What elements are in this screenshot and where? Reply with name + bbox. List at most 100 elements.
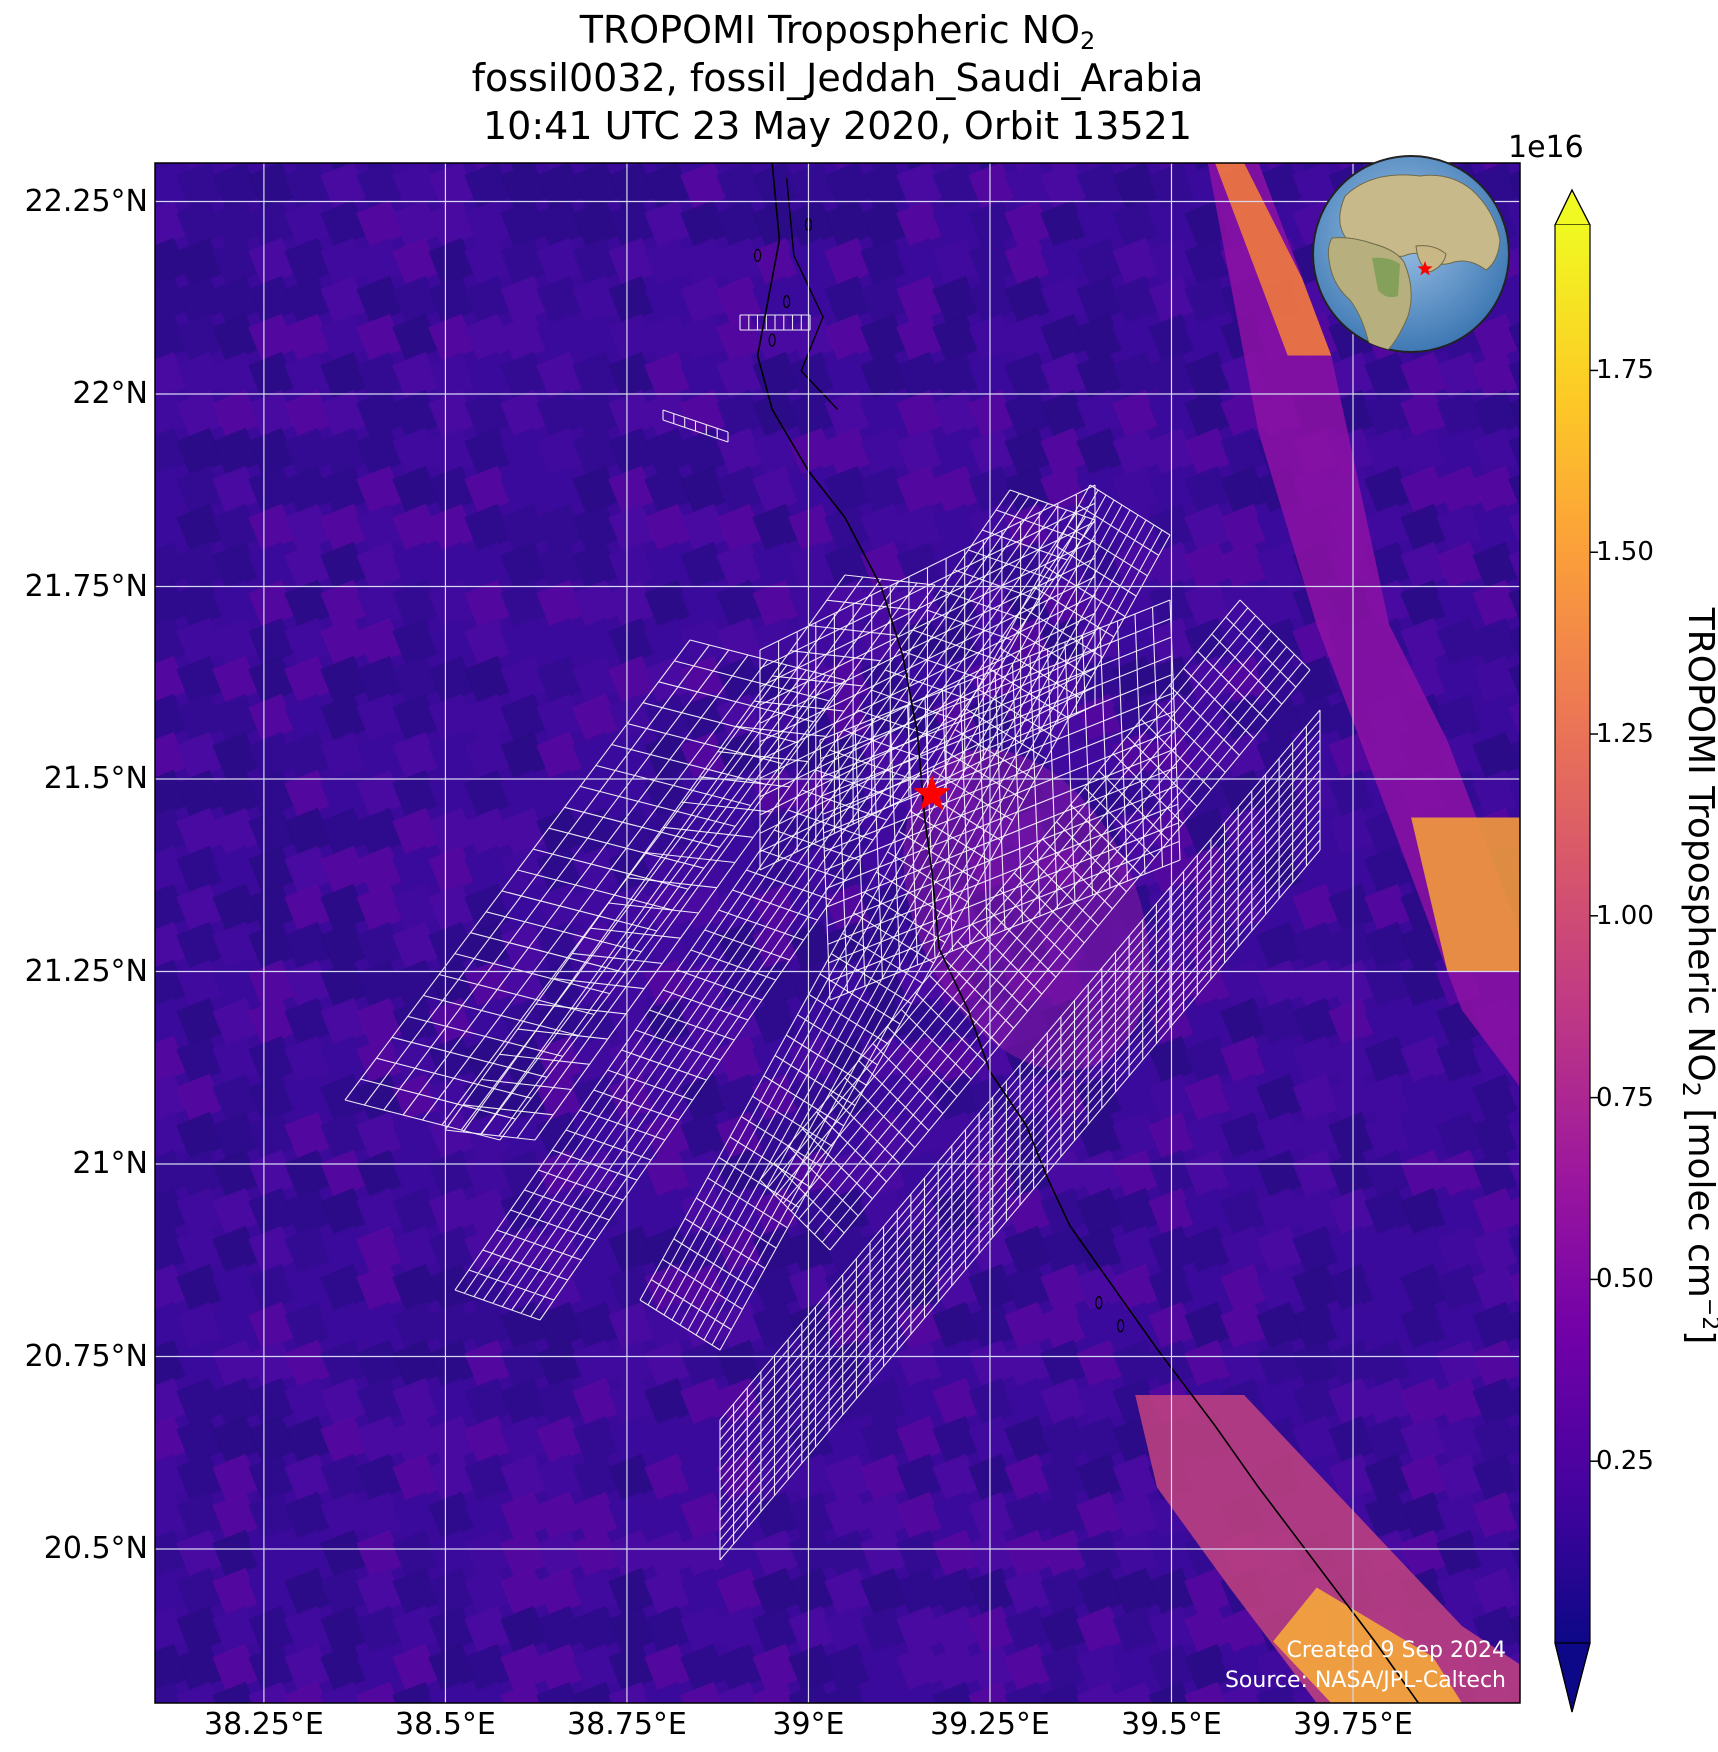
no2-pixel (104, 86, 152, 135)
no2-pixel (500, 1035, 548, 1085)
no2-pixel (248, 1491, 296, 1541)
no2-pixel (1436, 1187, 1484, 1237)
no2-pixel (1328, 807, 1376, 857)
no2-pixel (644, 1187, 692, 1237)
no2-pixel (1292, 86, 1340, 135)
no2-pixel (320, 503, 368, 553)
no2-pixel (1256, 921, 1304, 971)
no2-pixel (896, 1605, 944, 1655)
no2-pixel (536, 1301, 584, 1351)
no2-pixel (155, 541, 188, 591)
no2-pixel (464, 1529, 512, 1579)
no2-pixel (1076, 465, 1124, 515)
x-tick-label: 39.25°E (930, 1707, 1050, 1742)
no2-pixel (1040, 427, 1088, 477)
no2-pixel (320, 1149, 368, 1199)
no2-pixel (608, 807, 656, 857)
no2-pixel (1436, 1377, 1484, 1427)
no2-pixel (860, 427, 908, 477)
no2-pixel (680, 1491, 728, 1541)
no2-pixel (1076, 1567, 1124, 1617)
no2-pixel (860, 1453, 908, 1503)
no2-pixel (716, 163, 764, 211)
x-tick-label: 39.5°E (1121, 1707, 1222, 1742)
no2-pixel (1580, 1682, 1628, 1731)
no2-pixel (680, 199, 728, 249)
no2-pixel (356, 617, 404, 667)
no2-pixel (1220, 465, 1268, 515)
no2-pixel (212, 1301, 260, 1351)
no2-pixel (1544, 1720, 1592, 1752)
no2-pixel (284, 579, 332, 629)
no2-pixel (824, 86, 872, 135)
no2-pixel (284, 1605, 332, 1655)
no2-pixel (896, 1301, 944, 1351)
no2-pixel (608, 1681, 656, 1703)
no2-pixel (356, 693, 404, 743)
no2-pixel (752, 313, 800, 363)
no2-pixel (860, 1643, 908, 1693)
no2-pixel (788, 1301, 836, 1351)
no2-pixel (428, 921, 476, 971)
no2-pixel (608, 86, 656, 135)
no2-pixel (464, 163, 512, 211)
no2-pixel (155, 1567, 188, 1617)
no2-pixel (392, 237, 440, 287)
no2-pixel (1112, 1339, 1160, 1389)
no2-pixel (680, 1567, 728, 1617)
no2-pixel (932, 1529, 980, 1579)
no2-pixel (1220, 1263, 1268, 1313)
no2-pixel (155, 807, 188, 857)
globe-vegetation (1372, 257, 1400, 298)
no2-pixel (860, 199, 908, 249)
no2-pixel (1436, 1073, 1484, 1123)
no2-pixel (1004, 1377, 1052, 1427)
no2-pixel (968, 163, 1016, 211)
no2-pixel (1076, 1681, 1124, 1703)
no2-pixel (680, 1377, 728, 1427)
no2-pixel (248, 86, 296, 135)
no2-pixel (176, 1453, 224, 1503)
no2-pixel (464, 389, 512, 439)
no2-pixel (536, 1643, 584, 1693)
no2-pixel (1256, 541, 1304, 591)
no2-pixel (176, 1681, 224, 1703)
no2-pixel (608, 1453, 656, 1503)
no2-pixel (1004, 1453, 1052, 1503)
no2-pixel (356, 807, 404, 857)
no2-pixel (788, 86, 836, 135)
no2-pixel (680, 86, 728, 135)
no2-pixel (860, 1491, 908, 1541)
no2-pixel (392, 313, 440, 363)
no2-pixel (932, 465, 980, 515)
no2-pixel (212, 199, 260, 249)
no2-pixel (644, 1149, 692, 1199)
no2-pixel (1580, 1720, 1628, 1752)
plume-hotspot-mid (1411, 817, 1520, 972)
no2-pixel (248, 465, 296, 515)
y-tick-label: 22°N (72, 376, 148, 411)
no2-pixel (644, 617, 692, 667)
no2-pixel (1184, 389, 1232, 439)
no2-pixel (1184, 351, 1232, 401)
colorbar-exponent: 1e16 (1508, 130, 1584, 165)
no2-pixel (1076, 237, 1124, 287)
no2-pixel (284, 1453, 332, 1503)
no2-pixel (212, 655, 260, 705)
no2-pixel (155, 1377, 188, 1427)
no2-pixel (572, 1339, 620, 1389)
no2-pixel (464, 655, 512, 705)
no2-pixel (284, 427, 332, 477)
no2-pixel (212, 503, 260, 553)
no2-pixel (896, 1567, 944, 1617)
no2-pixel (392, 1681, 440, 1703)
no2-pixel (644, 1035, 692, 1085)
no2-pixel (572, 1529, 620, 1579)
no2-pixel (176, 1605, 224, 1655)
no2-pixel (1328, 921, 1376, 971)
no2-pixel (608, 1567, 656, 1617)
no2-pixel (1292, 1035, 1340, 1085)
no2-pixel (680, 1339, 728, 1389)
no2-pixel (716, 617, 764, 667)
no2-pixel (572, 1567, 620, 1617)
